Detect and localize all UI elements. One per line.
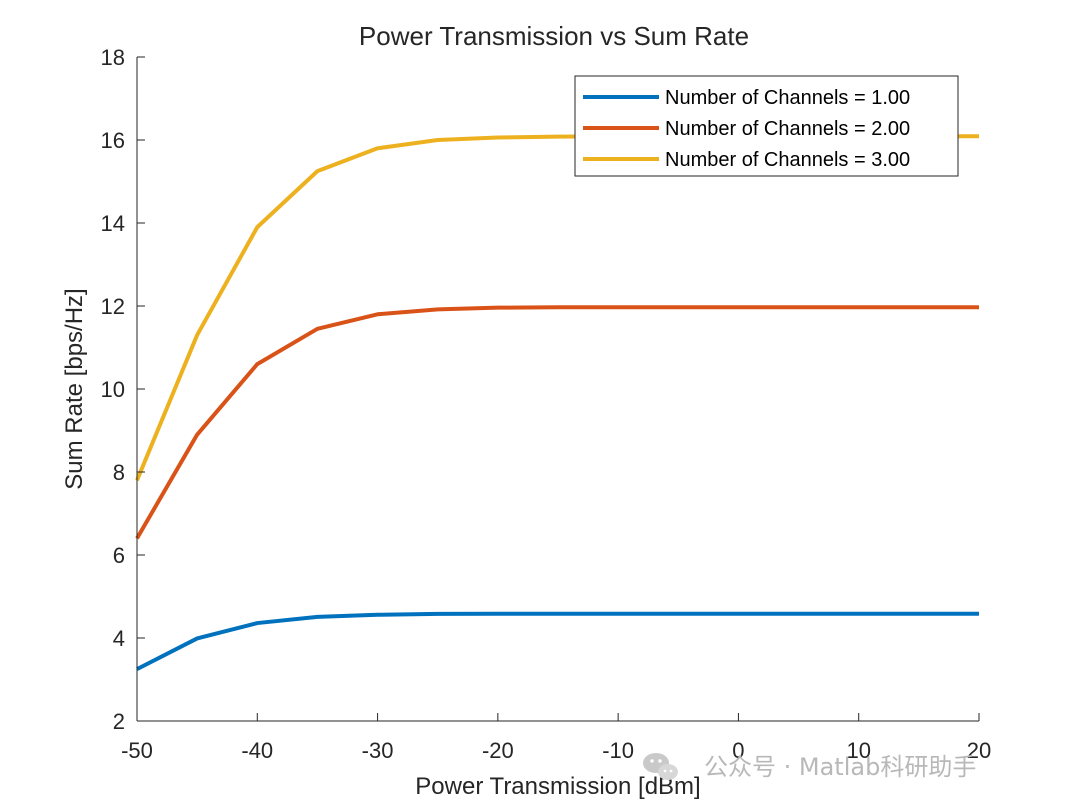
- y-ticks: 2 4 6 8 10 12 14 16 18: [101, 45, 145, 734]
- legend-label-1: Number of Channels = 1.00: [665, 87, 910, 109]
- chart-title: Power Transmission vs Sum Rate: [359, 21, 749, 51]
- y-tick-label: 6: [113, 543, 125, 568]
- y-tick-label: 2: [113, 709, 125, 734]
- y-tick-label: 12: [101, 294, 125, 319]
- x-axis-label: Power Transmission [dBm]: [415, 773, 700, 800]
- legend-label-2: Number of Channels = 2.00: [665, 118, 910, 140]
- x-tick-label: 0: [732, 738, 744, 763]
- x-tick-label: 10: [846, 738, 870, 763]
- watermark-text: 公众号 · Matlab科研助手: [704, 753, 976, 781]
- y-tick-label: 14: [101, 211, 125, 236]
- y-tick-label: 18: [101, 45, 125, 70]
- legend-label-3: Number of Channels = 3.00: [665, 149, 910, 171]
- series-line-2: [135, 305, 979, 540]
- y-tick-label: 4: [113, 626, 125, 651]
- y-axis-label: Sum Rate [bps/Hz]: [61, 288, 88, 489]
- legend: Number of Channels = 1.00 Number of Chann…: [574, 75, 959, 177]
- y-tick-label: 8: [113, 460, 125, 485]
- x-tick-label: -10: [602, 738, 634, 763]
- x-tick-label: -30: [362, 738, 394, 763]
- x-tick-label: 20: [967, 738, 991, 763]
- wechat-icon: [643, 753, 678, 780]
- series-line-1: [136, 611, 979, 671]
- watermark: 公众号 · Matlab科研助手: [643, 753, 976, 781]
- x-tick-label: -50: [121, 738, 153, 763]
- y-tick-label: 16: [101, 128, 125, 153]
- x-tick-label: -40: [241, 738, 273, 763]
- x-tick-label: -20: [482, 738, 514, 763]
- x-ticks: -50 -40 -30 -20 -10 0 10 20: [121, 713, 991, 763]
- y-tick-label: 10: [101, 377, 125, 402]
